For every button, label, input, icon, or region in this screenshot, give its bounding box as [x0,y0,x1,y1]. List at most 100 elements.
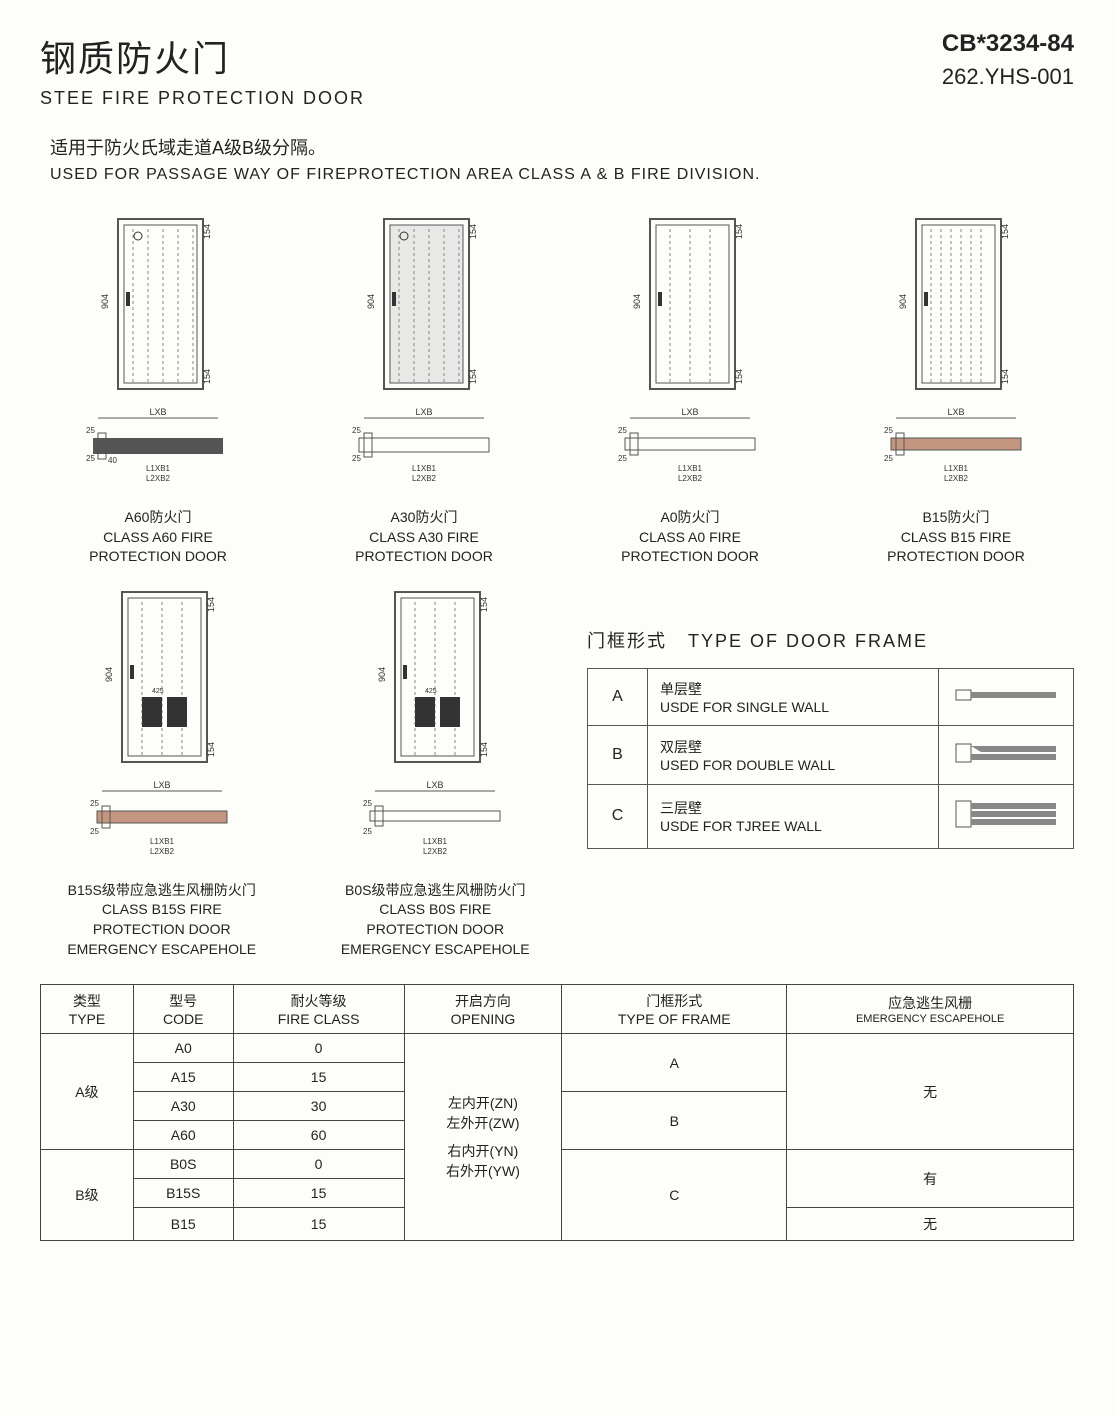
desc-cn: 适用于防火氏域走道A级B级分隔。 [50,134,1074,160]
frame-code: C [588,784,648,848]
svg-text:L1XB1: L1XB1 [944,464,969,473]
svg-text:L1XB1: L1XB1 [412,464,437,473]
door-elevation-icon: 425 904 154 154 [314,587,558,767]
door-b15: 904 154 154 LXB L1XB1 L2XB2 25 25 B15防火门… [838,214,1074,567]
door-elevation-icon: 425 904 154 154 [40,587,284,767]
frame-desc: 单层壁 USDE FOR SINGLE WALL [648,668,939,725]
cell-frame-c: C [562,1150,787,1241]
desc-en: USED FOR PASSAGE WAY OF FIREPROTECTION A… [50,166,1074,184]
cell-escape-no: 无 [787,1208,1074,1241]
door-section-icon: LXB L1XB1 L2XB2 25 25 [40,771,284,871]
cell-fire: 0 [233,1150,404,1179]
frame-code: B [588,725,648,784]
svg-text:154: 154 [468,369,478,384]
svg-text:154: 154 [479,597,489,612]
page-header: 钢质防火门 STEE FIRE PROTECTION DOOR CB*3234-… [40,30,1074,109]
frame-type-block: 门框形式 TYPE OF DOOR FRAME A 单层壁 USDE FOR S… [587,587,1074,849]
cell-type-a: A级 [41,1034,134,1150]
drawing-code: 262.YHS-001 [942,64,1074,90]
svg-text:L2XB2: L2XB2 [423,847,448,856]
svg-text:25: 25 [363,799,372,808]
svg-text:904: 904 [104,667,114,682]
door-a0: 904 154 154 LXB L1XB1 L2XB2 25 25 A0防火门 … [572,214,808,567]
spec-table: 类型TYPE 型号CODE 耐火等级FIRE CLASS 开启方向OPENING… [40,984,1074,1241]
caption: A30防火门 CLASS A30 FIRE PROTECTION DOOR [306,508,542,567]
svg-text:L2XB2: L2XB2 [150,847,175,856]
doors-row-2: 425 904 154 154 LXB L1XB1 L2XB2 25 25 B1… [40,587,1074,959]
svg-text:LXB: LXB [415,407,432,417]
col-escape: 应急逃生风栅EMERGENCY ESCAPEHOLE [787,985,1074,1034]
frame-desc: 双层壁 USED FOR DOUBLE WALL [648,725,939,784]
svg-text:904: 904 [366,294,376,309]
svg-text:40: 40 [108,456,117,465]
svg-text:154: 154 [206,742,216,757]
svg-text:154: 154 [468,224,478,239]
cell-opening: 左内开(ZN) 左外开(ZW) 右内开(YN) 右外开(YW) [404,1034,562,1241]
cell-code: A0 [133,1034,233,1063]
title-cn: 钢质防火门 [40,30,365,82]
svg-text:25: 25 [618,426,627,435]
svg-text:904: 904 [898,294,908,309]
svg-text:LXB: LXB [153,780,170,790]
svg-text:154: 154 [1000,369,1010,384]
cell-fire: 30 [233,1092,404,1121]
svg-text:25: 25 [363,827,372,836]
table-header-row: 类型TYPE 型号CODE 耐火等级FIRE CLASS 开启方向OPENING… [41,985,1074,1034]
code-block: CB*3234-84 262.YHS-001 [942,30,1074,90]
svg-text:25: 25 [352,426,361,435]
svg-text:L1XB1: L1XB1 [423,837,448,846]
svg-text:425: 425 [425,688,437,695]
svg-text:25: 25 [618,454,627,463]
door-section-icon: LXB L1XB1 L2XB2 25 25 [306,398,542,498]
cell-fire: 15 [233,1208,404,1241]
door-section-icon: LXB 40 L1XB1 L2XB2 25 25 [40,398,276,498]
caption: B15S级带应急逃生风栅防火门 CLASS B15S FIRE PROTECTI… [40,881,284,959]
door-section-icon: LXB L1XB1 L2XB2 25 25 [838,398,1074,498]
caption: B0S级带应急逃生风栅防火门 CLASS B0S FIRE PROTECTION… [314,881,558,959]
svg-text:LXB: LXB [681,407,698,417]
svg-text:L2XB2: L2XB2 [944,474,969,483]
svg-text:154: 154 [479,742,489,757]
svg-text:154: 154 [1000,224,1010,239]
svg-text:154: 154 [734,224,744,239]
svg-text:904: 904 [377,667,387,682]
svg-text:154: 154 [734,369,744,384]
cell-frame-b: B [562,1092,787,1150]
doors-row-1: 904 154 154 LXB 40 L1XB1 L2XB2 25 25 A60… [40,214,1074,567]
frame-section-icon [939,725,1074,784]
standard-code: CB*3234-84 [942,30,1074,58]
frame-code: A [588,668,648,725]
frame-heading: 门框形式 TYPE OF DOOR FRAME [587,627,1074,653]
cell-type-b: B级 [41,1150,134,1241]
svg-text:L1XB1: L1XB1 [678,464,703,473]
svg-text:LXB: LXB [149,407,166,417]
svg-text:L1XB1: L1XB1 [150,837,175,846]
svg-text:L2XB2: L2XB2 [146,474,171,483]
table-row: C 三层壁 USDE FOR TJREE WALL [588,784,1074,848]
door-a60: 904 154 154 LXB 40 L1XB1 L2XB2 25 25 A60… [40,214,276,567]
svg-text:L2XB2: L2XB2 [678,474,703,483]
cell-code: B15 [133,1208,233,1241]
cell-code: B0S [133,1150,233,1179]
svg-text:L2XB2: L2XB2 [412,474,437,483]
col-type: 类型TYPE [41,985,134,1034]
door-elevation-icon: 904 154 154 [306,214,542,394]
door-section-icon: LXB L1XB1 L2XB2 25 25 [572,398,808,498]
description: 适用于防火氏域走道A级B级分隔。 USED FOR PASSAGE WAY OF… [50,134,1074,184]
door-a30: 904 154 154 LXB L1XB1 L2XB2 25 25 A30防火门… [306,214,542,567]
cell-code: B15S [133,1179,233,1208]
cell-escape-no: 无 [787,1034,1074,1150]
svg-text:25: 25 [90,827,99,836]
dim-bottom: 154 [202,369,212,384]
door-elevation-icon: 904 154 154 [838,214,1074,394]
svg-text:25: 25 [884,426,893,435]
door-elevation-icon: 904 154 154 [572,214,808,394]
svg-text:904: 904 [632,294,642,309]
dim-top: 154 [202,224,212,239]
svg-text:25: 25 [90,799,99,808]
col-frametype: 门框形式TYPE OF FRAME [562,985,787,1034]
frame-desc: 三层壁 USDE FOR TJREE WALL [648,784,939,848]
title-block: 钢质防火门 STEE FIRE PROTECTION DOOR [40,30,365,109]
cell-frame-a: A [562,1034,787,1092]
dim-height: 904 [100,294,110,309]
